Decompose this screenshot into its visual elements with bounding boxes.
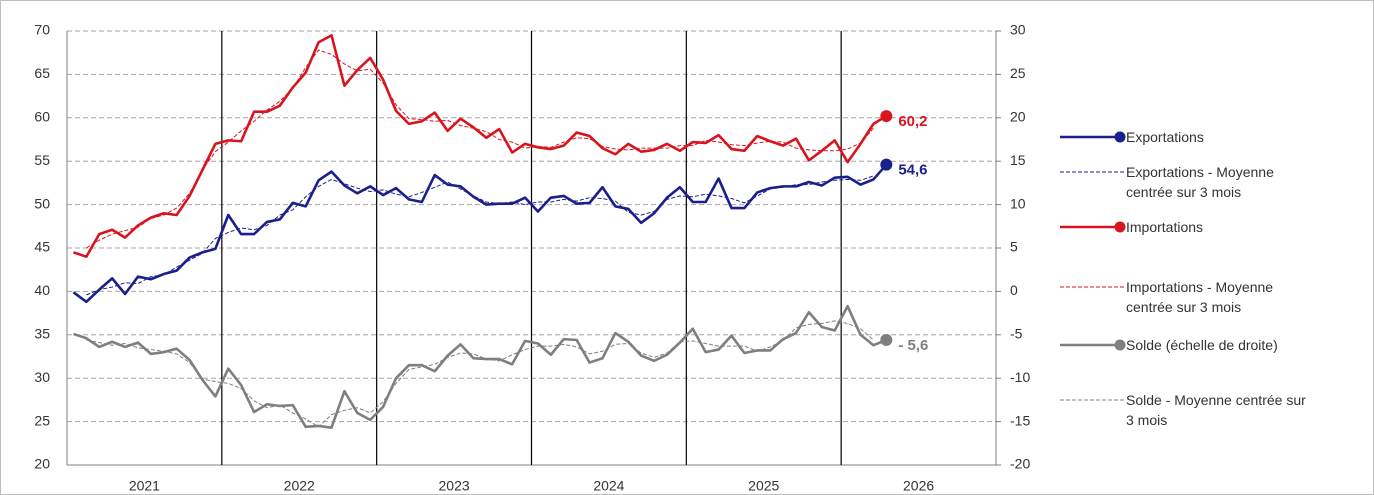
legend-item: Exportations - Moyenne centrée sur 3 moi… (1058, 162, 1358, 202)
x-tick-label: 2025 (748, 478, 779, 494)
legend-swatch (1060, 286, 1124, 288)
y-tick-label: 40 (34, 282, 50, 298)
y2-tick-label: 25 (1010, 65, 1026, 81)
series-line (73, 34, 888, 258)
series-line (72, 163, 888, 304)
end-marker (880, 334, 893, 347)
x-tick-label: 2026 (903, 478, 934, 494)
y2-tick-label: 30 (1010, 22, 1026, 38)
legend-swatch (1060, 339, 1126, 351)
legend-swatch (1060, 399, 1124, 401)
y2-tick-label: -20 (1010, 456, 1030, 472)
y2-tick-label: 5 (1010, 239, 1018, 255)
value-label: - 5,6 (898, 337, 928, 354)
legend-marker (1114, 131, 1126, 143)
legend-label: Exportations (1126, 129, 1204, 145)
y-tick-label: 35 (34, 326, 50, 342)
x-tick-label: 2022 (284, 478, 315, 494)
x-tick-label: 2021 (129, 478, 160, 494)
y-tick-label: 45 (34, 239, 50, 255)
legend-item: Importations (1058, 217, 1358, 237)
y2-tick-label: 15 (1010, 152, 1026, 168)
legend-label: Solde (échelle de droite) (1126, 337, 1278, 353)
legend-label: Importations - Moyenne centrée sur 3 moi… (1126, 279, 1274, 315)
end-marker (880, 158, 893, 171)
legend-label: Solde - Moyenne centrée sur 3 mois (1126, 392, 1306, 428)
y2-tick-label: 0 (1010, 282, 1018, 298)
legend-swatch (1060, 131, 1126, 143)
legend-marker (1114, 221, 1126, 233)
y-tick-label: 60 (34, 109, 50, 125)
legend-item: Solde - Moyenne centrée sur 3 mois (1058, 390, 1358, 430)
value-label: 60,2 (898, 113, 927, 130)
legend-swatch (1060, 171, 1124, 173)
y2-tick-label: 10 (1010, 195, 1026, 211)
end-marker (880, 110, 893, 123)
y-tick-label: 30 (34, 369, 50, 385)
value-label: 54,6 (898, 162, 927, 179)
legend-marker (1114, 339, 1126, 351)
legend-label: Exportations - Moyenne centrée sur 3 moi… (1126, 164, 1274, 200)
y-tick-label: 20 (34, 456, 50, 472)
series-line (73, 304, 887, 429)
legend-item: Importations - Moyenne centrée sur 3 moi… (1058, 277, 1358, 317)
y-tick-label: 25 (34, 412, 50, 428)
y-tick-label: 70 (34, 22, 50, 38)
average-line (86, 175, 874, 296)
legend-swatch (1060, 221, 1126, 233)
x-tick-label: 2023 (439, 478, 470, 494)
legend-item: Solde (échelle de droite) (1058, 335, 1358, 355)
y-tick-label: 55 (34, 152, 50, 168)
y-tick-label: 65 (34, 65, 50, 81)
legend-label: Importations (1126, 219, 1204, 235)
x-tick-label: 2024 (593, 478, 624, 494)
average-line (86, 49, 874, 249)
y2-tick-label: -5 (1010, 326, 1023, 342)
average-line (86, 320, 874, 428)
y2-tick-label: -10 (1010, 369, 1030, 385)
y2-tick-label: 20 (1010, 109, 1026, 125)
legend-item: Exportations (1058, 127, 1358, 147)
y2-tick-label: -15 (1010, 412, 1030, 428)
y-tick-label: 50 (34, 195, 50, 211)
